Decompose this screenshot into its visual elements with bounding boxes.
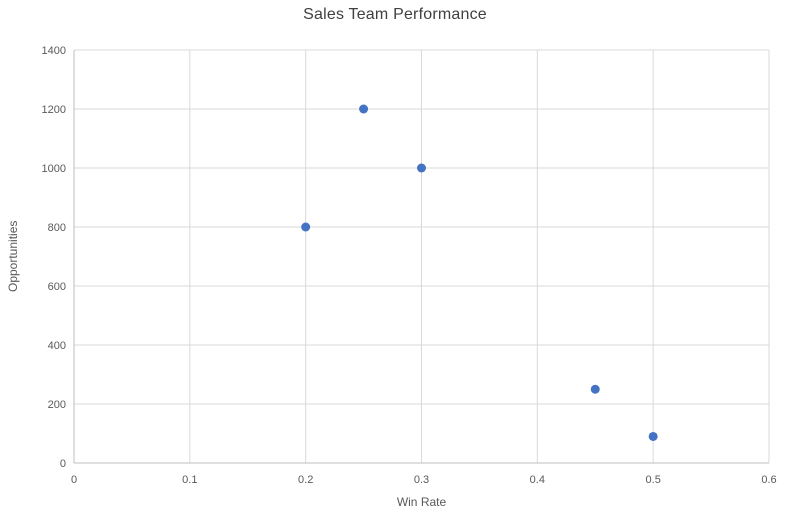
- y-axis-title: Opportunities: [6, 220, 20, 293]
- y-tick-label: 400: [48, 340, 66, 352]
- x-tick-label: 0: [71, 474, 77, 486]
- data-point: [301, 222, 311, 232]
- y-tick-label: 0: [60, 458, 66, 470]
- y-tick-label: 800: [48, 222, 66, 234]
- y-tick-label: 200: [48, 399, 66, 411]
- x-tick-label: 0.1: [182, 474, 197, 486]
- y-tick-label: 600: [48, 281, 66, 293]
- x-tick-label: 0.2: [298, 474, 313, 486]
- x-tick-label: 0.6: [761, 474, 776, 486]
- data-point: [590, 384, 600, 394]
- data-point: [417, 163, 426, 173]
- y-tick-label: 1400: [42, 45, 66, 57]
- data-point: [648, 431, 658, 441]
- x-tick-label: 0.5: [646, 474, 661, 486]
- x-tick-label: 0.4: [530, 474, 545, 486]
- y-tick-label: 1200: [42, 104, 66, 116]
- data-point: [359, 104, 369, 114]
- x-tick-label: 0.3: [414, 474, 429, 486]
- chart-title: Sales Team Performance: [303, 6, 487, 23]
- x-axis-title: Win Rate: [396, 495, 447, 509]
- y-tick-label: 1000: [42, 163, 66, 175]
